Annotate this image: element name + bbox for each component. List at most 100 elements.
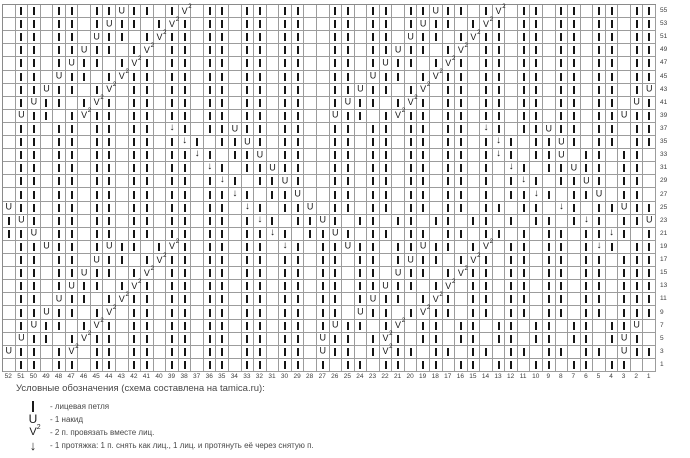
- grid-cell: [480, 83, 493, 97]
- knit-stitch-icon: [171, 229, 174, 238]
- knit-stitch-icon: [108, 190, 111, 199]
- knit-stitch-icon: [610, 203, 613, 212]
- knit-stitch-icon: [371, 229, 374, 238]
- grid-cell: [404, 214, 418, 228]
- grid-cell: [354, 240, 368, 255]
- grid-cell: [379, 109, 393, 123]
- knit-stitch-icon: [32, 308, 35, 317]
- column-number: 10: [532, 373, 540, 380]
- knit-stitch-icon: [70, 20, 73, 29]
- grid-cell: [392, 240, 405, 255]
- grid-cell: [442, 31, 456, 45]
- column-number: 4: [609, 373, 613, 380]
- knit-stitch-icon: [371, 164, 374, 173]
- knit-stitch-icon: [459, 256, 462, 265]
- knit-stitch-icon: [108, 321, 111, 330]
- knit-stitch-icon: [246, 85, 249, 94]
- grid-cell: [555, 280, 569, 294]
- knit-stitch-icon: [384, 164, 387, 173]
- knit-stitch-icon: [560, 20, 563, 29]
- knit-stitch-icon: [572, 72, 575, 81]
- grid-cell: U: [53, 293, 66, 307]
- knit-stitch-icon: [171, 347, 174, 356]
- knit-stitch-icon: [284, 321, 287, 330]
- grid-cell: [266, 70, 280, 84]
- grid-cell: [178, 96, 192, 110]
- knit-stitch-icon: [422, 321, 425, 330]
- knit-stitch-icon: [334, 308, 337, 317]
- grid-cell: [279, 319, 292, 333]
- column-number: 36: [205, 373, 213, 380]
- knit-stitch-icon: [183, 347, 186, 356]
- grid-cell: [53, 96, 66, 110]
- knit-stitch-icon: [560, 164, 563, 173]
- yarn-over-icon: U: [407, 31, 414, 42]
- knit-stitch-icon: [560, 59, 563, 68]
- grid-cell: [329, 96, 343, 110]
- grid-cell: [229, 83, 242, 97]
- grid-cell: [178, 358, 192, 372]
- column-number: 7: [571, 373, 576, 380]
- yarn-over-icon: U: [595, 188, 603, 199]
- knit-stitch-icon: [484, 151, 487, 160]
- knit-stitch-icon: [510, 138, 513, 147]
- grid-cell: [153, 227, 167, 241]
- grid-cell: [266, 57, 280, 71]
- grid-cell: [417, 332, 430, 346]
- grid-cell: [254, 332, 267, 346]
- knit-stitch-icon: [58, 164, 60, 173]
- grid-cell: [643, 280, 656, 294]
- grid-cell: [266, 175, 280, 189]
- knit-stitch-icon: [171, 98, 174, 107]
- grid-cell: [304, 122, 317, 137]
- knit-stitch-icon: [171, 216, 174, 225]
- knit-stitch-icon: [20, 229, 23, 238]
- knit-stitch-icon: [246, 20, 249, 29]
- grid-cell: [229, 358, 242, 372]
- knit-stitch-icon: [20, 242, 23, 251]
- knit-stitch-icon: [522, 282, 525, 291]
- grid-cell: [442, 175, 456, 189]
- grid-cell: [530, 122, 543, 137]
- knit-stitch-icon: [221, 256, 224, 265]
- knit-stitch-icon: [635, 347, 638, 356]
- knit-stitch-icon: [648, 59, 651, 68]
- grid-cell: [291, 136, 305, 150]
- knit-stitch-icon: [447, 151, 450, 160]
- grid-cell: [505, 240, 518, 255]
- grid-cell: [505, 44, 518, 58]
- grid-cell: [90, 70, 104, 84]
- knit-stitch-icon: [120, 256, 123, 265]
- grid-cell: [3, 188, 16, 202]
- grid-cell: [329, 358, 343, 372]
- knit-stitch-icon: [246, 151, 249, 160]
- knit-stitch-icon: [284, 269, 287, 278]
- grid-cell: [229, 254, 242, 268]
- grid-cell: [191, 332, 204, 346]
- knit-stitch-icon: [409, 20, 412, 29]
- grid-cell: [342, 162, 355, 176]
- grid-cell: [103, 162, 117, 176]
- knit-stitch-icon: [648, 347, 651, 356]
- grid-cell: [643, 96, 656, 110]
- grid-cell: [78, 201, 91, 215]
- knit-stitch-icon: [409, 177, 412, 186]
- knit-stitch-icon: [384, 190, 387, 199]
- knit-stitch-icon: [397, 256, 400, 265]
- knit-stitch-icon: [32, 85, 35, 94]
- grid-cell: [90, 227, 104, 241]
- grid-cell: [630, 149, 644, 163]
- knit-stitch-icon: [572, 203, 575, 212]
- grid-cell: [90, 5, 104, 19]
- row-number: 3: [660, 347, 664, 355]
- grid-cell: [379, 44, 393, 58]
- knit-stitch-icon: [459, 85, 462, 94]
- knit-stitch-icon: [183, 72, 186, 81]
- grid-cell: [128, 96, 142, 110]
- grid-cell: [417, 293, 430, 307]
- grid-cell: [517, 188, 531, 202]
- yarn-over-icon: U: [319, 345, 326, 356]
- grid-cell: [455, 70, 468, 84]
